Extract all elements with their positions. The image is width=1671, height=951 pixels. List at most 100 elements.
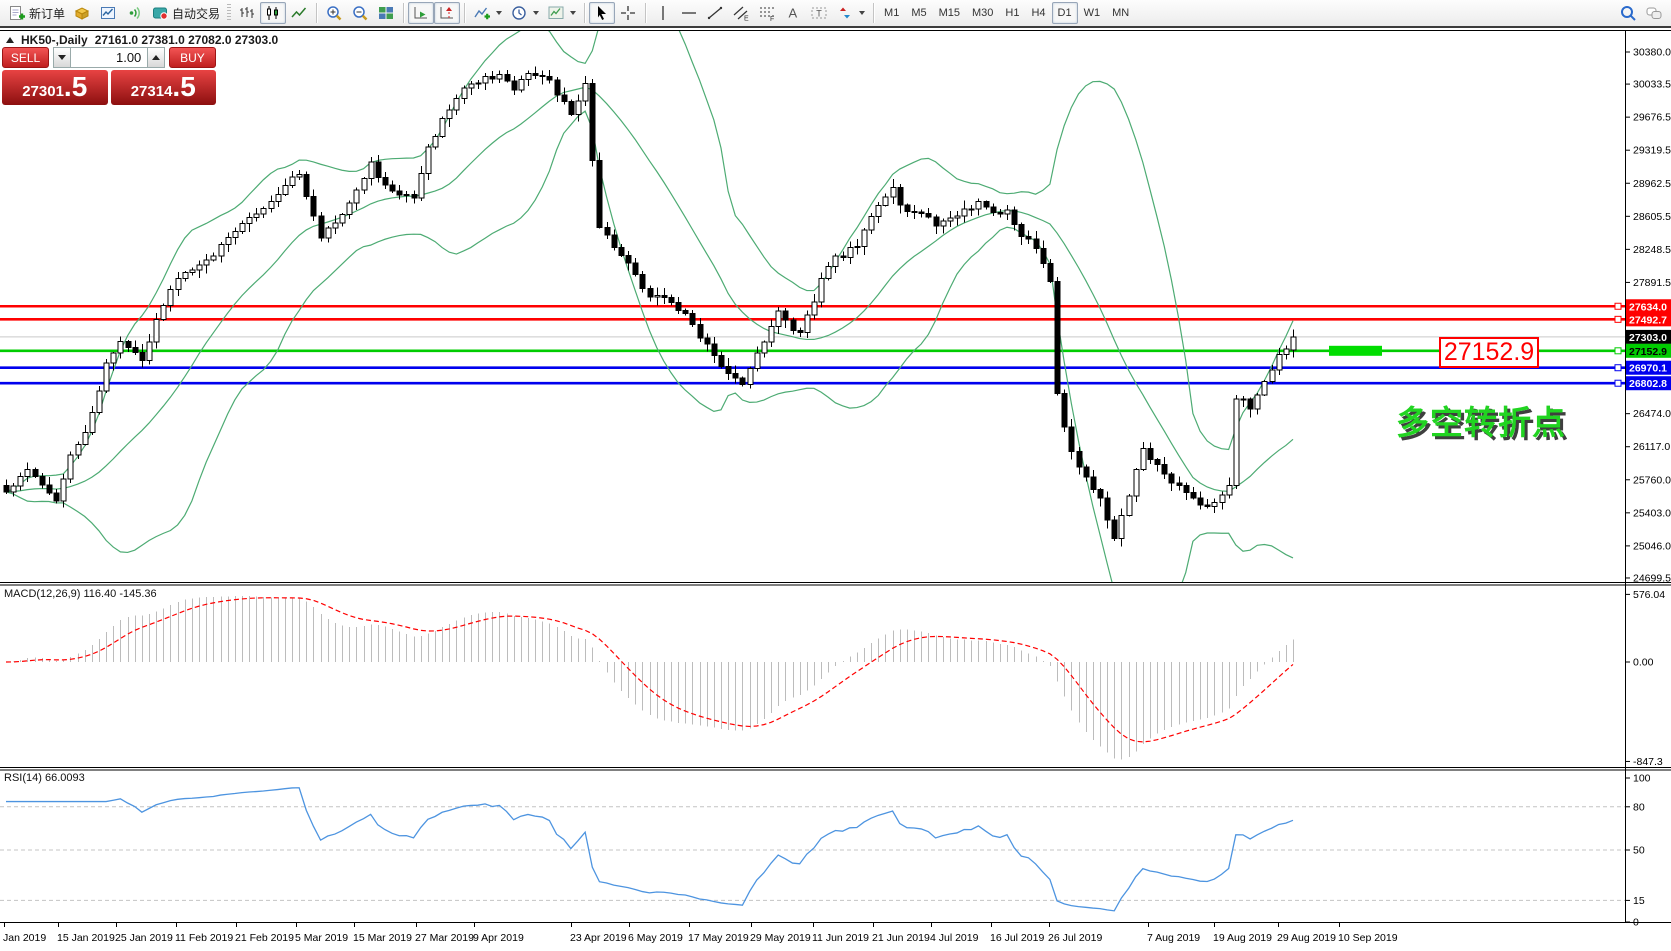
turning-point-annotation[interactable]: 多空转折点: [1396, 404, 1566, 441]
signals-button[interactable]: [121, 2, 147, 24]
svg-text:26117.0: 26117.0: [1633, 441, 1670, 453]
svg-text:19 Aug 2019: 19 Aug 2019: [1213, 932, 1272, 944]
timeframe-m15[interactable]: M15: [938, 7, 960, 19]
macd-signal-line: [5, 597, 1294, 743]
svg-text:29 May 2019: 29 May 2019: [750, 932, 811, 944]
templates-icon: [548, 6, 564, 19]
text-label-button[interactable]: T: [806, 2, 832, 24]
dropdown-caret-icon: [859, 11, 866, 15]
zoom-out-button[interactable]: [347, 2, 373, 24]
vertical-line-button[interactable]: [650, 2, 676, 24]
chart-shift-button[interactable]: [434, 2, 461, 24]
candle-chart-button[interactable]: [260, 2, 287, 24]
timeframe-h4[interactable]: H4: [1031, 7, 1046, 19]
svg-text:11 Jun 2019: 11 Jun 2019: [812, 932, 869, 944]
market-watch-icon: [74, 7, 90, 20]
svg-text:27 Mar 2019: 27 Mar 2019: [415, 932, 474, 944]
rsi-line: [6, 787, 1294, 912]
timeframe-mn[interactable]: MN: [1112, 7, 1130, 19]
horizontal-line-button[interactable]: [676, 2, 702, 24]
horizontal-level-lines[interactable]: [0, 304, 1625, 385]
bar-chart-icon: [240, 7, 255, 18]
cursor-button[interactable]: [589, 2, 616, 24]
tile-windows-button[interactable]: [373, 2, 399, 24]
text-tool-button[interactable]: A: [780, 2, 806, 24]
toolbar-drag-handle[interactable]: [227, 4, 232, 22]
zoom-in-button[interactable]: [321, 2, 347, 24]
chat-button[interactable]: [1641, 2, 1667, 24]
chat-icon: [1646, 7, 1662, 19]
volume-input[interactable]: 1.00: [70, 47, 148, 68]
svg-text:A: A: [789, 6, 798, 21]
new-order-icon: [10, 6, 25, 20]
svg-text:21 Jun 2019: 21 Jun 2019: [872, 932, 930, 944]
svg-text:26970.1: 26970.1: [1629, 363, 1667, 375]
svg-text:17 May 2019: 17 May 2019: [688, 932, 749, 944]
svg-text:5 Mar 2019: 5 Mar 2019: [295, 932, 348, 944]
svg-text:26802.8: 26802.8: [1629, 378, 1667, 390]
level-marker-square: [1614, 364, 1622, 372]
line-chart-button[interactable]: [286, 2, 312, 24]
svg-text:6 May 2019: 6 May 2019: [628, 932, 683, 944]
toolbar-separator: [873, 3, 875, 23]
chart-shift-icon: [440, 7, 454, 19]
new-order-button[interactable]: 新订单: [4, 2, 69, 24]
svg-text:23 Apr 2019: 23 Apr 2019: [570, 932, 627, 944]
horizontal-line-icon: [682, 12, 697, 14]
svg-text:80: 80: [1633, 801, 1645, 813]
bar-chart-button[interactable]: [234, 2, 260, 24]
auto-scroll-button[interactable]: [408, 2, 435, 24]
line-chart-icon: [291, 7, 307, 18]
periods-button[interactable]: [506, 2, 543, 24]
new-order-label: 新订单: [29, 6, 66, 21]
sell-price-box[interactable]: 27301 .5: [2, 70, 108, 105]
periods-clock-icon: [512, 6, 526, 20]
timeframe-w1[interactable]: W1: [1083, 7, 1101, 19]
trendline-button[interactable]: [702, 2, 728, 24]
autotrading-button[interactable]: 自动交易: [147, 2, 224, 24]
market-watch-button[interactable]: [69, 2, 95, 24]
crosshair-button[interactable]: [615, 2, 641, 24]
svg-text:0.00: 0.00: [1633, 657, 1654, 669]
timeframe-m30[interactable]: M30: [972, 7, 994, 19]
svg-text:26474.0: 26474.0: [1633, 408, 1671, 420]
timeframe-h1[interactable]: H1: [1005, 7, 1020, 19]
svg-text:27303.0: 27303.0: [1629, 332, 1667, 344]
svg-text:15 Mar 2019: 15 Mar 2019: [353, 932, 412, 944]
dropdown-caret-icon: [496, 11, 503, 15]
volume-increase-button[interactable]: [147, 47, 165, 68]
templates-button[interactable]: [543, 2, 580, 24]
svg-text:50: 50: [1633, 845, 1645, 857]
arrows-button[interactable]: [832, 2, 869, 24]
equidistant-channel-button[interactable]: E: [728, 2, 754, 24]
crosshair-icon: [621, 6, 636, 20]
buy-price-box[interactable]: 27314 .5: [110, 70, 216, 105]
chart-symbol-period: HK50-,Daily: [21, 33, 88, 47]
toolbar-separator: [403, 3, 405, 23]
buy-button[interactable]: BUY: [168, 47, 216, 68]
svg-text:15: 15: [1633, 895, 1645, 907]
fibonacci-button[interactable]: F: [754, 2, 780, 24]
volume-decrease-button[interactable]: [53, 47, 71, 68]
timeframe-m1[interactable]: M1: [884, 7, 900, 19]
toolbar-separator: [645, 3, 647, 23]
dropdown-caret-icon: [570, 11, 577, 15]
rsi-axis: 100 80 50 15 0: [1625, 773, 1651, 929]
text-tool-icon: A: [789, 6, 798, 21]
svg-text:E: E: [744, 16, 749, 23]
indicators-button[interactable]: [469, 2, 506, 24]
svg-text:0: 0: [1633, 917, 1639, 929]
search-button[interactable]: [1615, 2, 1641, 24]
price-callout-box[interactable]: 27152.9: [1439, 337, 1539, 368]
sell-button[interactable]: SELL: [2, 47, 50, 68]
new-chart-button[interactable]: [95, 2, 121, 24]
timeframe-m5[interactable]: M5: [911, 7, 927, 19]
arrows-icon: [840, 7, 851, 19]
dropdown-caret-icon: [533, 11, 540, 15]
level-marker-square: [1614, 379, 1622, 387]
support-highlight-rect[interactable]: [1329, 345, 1382, 356]
svg-text:25760.0: 25760.0: [1633, 474, 1671, 486]
collapse-icon[interactable]: [6, 37, 14, 43]
toolbar-separator: [464, 3, 466, 23]
timeframe-d1[interactable]: D1: [1051, 2, 1078, 24]
